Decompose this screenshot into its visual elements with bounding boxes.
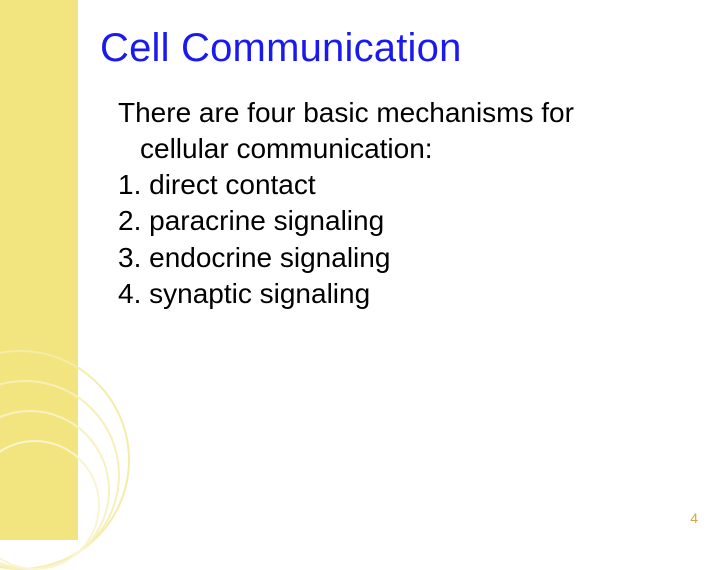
slide-title: Cell Communication [100, 26, 462, 71]
list-item: 4. synaptic signaling [118, 277, 678, 311]
list-item: 3. endocrine signaling [118, 241, 678, 275]
body-text: There are four basic mechanisms for cell… [118, 96, 678, 313]
list-item: 1. direct contact [118, 168, 678, 202]
page-number: 4 [690, 510, 698, 526]
list-item: 2. paracrine signaling [118, 204, 678, 238]
intro-line-1: There are four basic mechanisms for [118, 96, 678, 130]
intro-line-2: cellular communication: [118, 132, 678, 166]
